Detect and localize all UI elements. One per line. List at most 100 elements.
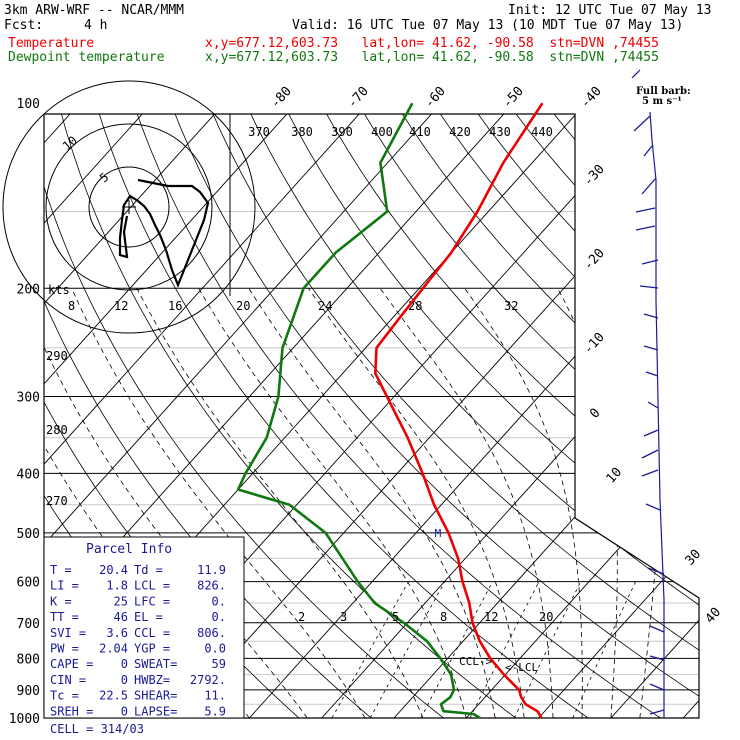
parcel-info-name: TT = (50, 610, 79, 624)
parcel-info-value: 20.4 (99, 563, 128, 577)
theta-label: 410 (409, 125, 431, 139)
parcel-info-value: 3.6 (106, 626, 128, 640)
wind-barb (647, 401, 659, 409)
wind-barb (635, 207, 656, 213)
hodograph-ring-label: 10 (60, 133, 80, 153)
isotherm-label: 30 (683, 547, 705, 569)
theta-label: 420 (449, 125, 471, 139)
init-time: Init: 12 UTC Tue 07 May 13 (508, 3, 712, 18)
parcel-info-box: Parcel Info T = 20.4 Td = 11.9 LI = 1.8 LCL = 82… (43, 536, 245, 736)
isotherm-line (44, 114, 153, 718)
pressure-label: 200 (17, 282, 40, 297)
dry-adiabat (133, 114, 681, 718)
temperature-location: x,y=677.12,603.73 lat,lon= 41.62, -90.58… (205, 36, 659, 51)
parcel-info-value: 0. (212, 594, 226, 608)
wind-barb (645, 503, 661, 511)
mixing-ratio-label: 3 (340, 610, 347, 624)
dry-adiabat (58, 114, 534, 718)
dewpoint-location: x,y=677.12,603.73 lat,lon= 41.62, -90.58… (205, 50, 659, 65)
dry-adiabat (44, 114, 461, 718)
parcel-info-value: 0 (121, 673, 128, 687)
pressure-label: 900 (17, 684, 40, 699)
parcel-info-name: YGP = (134, 642, 170, 656)
parcel-info-name: SHEAR= (134, 689, 177, 703)
hodograph-speed-label: 12 (114, 299, 128, 313)
dewpoint-legend: Dewpoint temperature (8, 50, 165, 65)
theta-label: 440 (531, 125, 553, 139)
hodograph-trace (118, 178, 210, 288)
pressure-label: 700 (17, 617, 40, 632)
theta-label: 270 (46, 494, 68, 508)
parcel-info-name: CIN = (50, 673, 86, 687)
wind-barb (641, 177, 657, 195)
level-marker: M (435, 527, 442, 540)
dry-adiabat (395, 114, 699, 718)
wind-barb (643, 145, 653, 157)
temperature-legend: Temperature (8, 36, 95, 51)
dry-adiabat (357, 114, 699, 718)
parcel-info-name: HWBZ= (134, 673, 170, 687)
mixing-ratio-label: 5 (392, 610, 399, 624)
theta-label: 370 (248, 125, 270, 139)
parcel-info-name: LFC = (134, 594, 170, 608)
parcel-info-name: Tc = (50, 689, 79, 703)
parcel-info-name: SVI = (50, 626, 86, 640)
isotherm-line (393, 114, 699, 718)
dewpoint-profile (236, 102, 481, 720)
theta-label: 430 (489, 125, 511, 139)
hodograph-speed-label: 24 (318, 299, 332, 313)
isotherm-label: 0 (587, 406, 603, 422)
parcel-info-name: K = (50, 594, 72, 608)
theta-label: 380 (291, 125, 313, 139)
parcel-info-value: 0.0 (204, 642, 226, 656)
isotherm-label: -60 (422, 84, 449, 111)
isotherm-label: -70 (345, 84, 372, 111)
wind-barb (641, 469, 659, 477)
wind-barb (647, 567, 665, 575)
isotherm-line (44, 114, 225, 718)
pressure-label: 600 (17, 576, 40, 591)
parcel-info-name: SREH = (50, 704, 93, 718)
parcel-info-cell: CELL = 314/03 (50, 722, 144, 736)
moist-adiabat (308, 288, 525, 718)
isotherm-line (44, 114, 297, 718)
parcel-info-value: 1.8 (106, 579, 128, 593)
wind-barb (643, 345, 659, 351)
dry-adiabat (95, 114, 608, 718)
mixing-ratio-line (572, 581, 636, 718)
isotherm-label: -80 (268, 84, 295, 111)
parcel-info-background (43, 536, 245, 719)
moist-adiabat (557, 288, 618, 718)
isotherm-label: -20 (581, 246, 608, 273)
mixing-ratio-line (469, 581, 540, 718)
barb-legend-sample (631, 69, 641, 79)
sounding-profiles: CCL-> <-LCL M (236, 102, 544, 720)
parcel-info-name: PW = (50, 642, 79, 656)
wind-barb (649, 625, 665, 633)
pressure-label: 300 (17, 391, 40, 406)
wind-barb-column: Full barb:5 m s⁻¹ (631, 69, 691, 718)
isotherm-label: -30 (581, 162, 608, 189)
hodograph-speed-label: 32 (504, 299, 518, 313)
parcel-info-name: Td = (134, 563, 163, 577)
hodograph-ring (45, 123, 213, 291)
moist-adiabat (248, 288, 496, 718)
wind-barb (641, 449, 659, 459)
parcel-info-name: EL = (134, 610, 163, 624)
barb-legend-title: Full barb: (636, 86, 691, 97)
mixing-ratio-label: 8 (440, 610, 447, 624)
wind-barb (649, 655, 665, 661)
moist-adiabat (464, 288, 583, 718)
wind-barb (649, 683, 665, 691)
isotherm-label: 40 (703, 605, 725, 627)
parcel-info-value: 5.9 (204, 704, 226, 718)
level-marker: CCL-> (459, 655, 492, 668)
moist-adiabat (379, 288, 554, 718)
wind-barb (635, 225, 656, 231)
hodograph-speed-label: 20 (236, 299, 250, 313)
parcel-info-name: LCL = (134, 579, 170, 593)
forecast-hour-label: Fcst: (4, 18, 44, 33)
dry-adiabat (582, 114, 699, 718)
